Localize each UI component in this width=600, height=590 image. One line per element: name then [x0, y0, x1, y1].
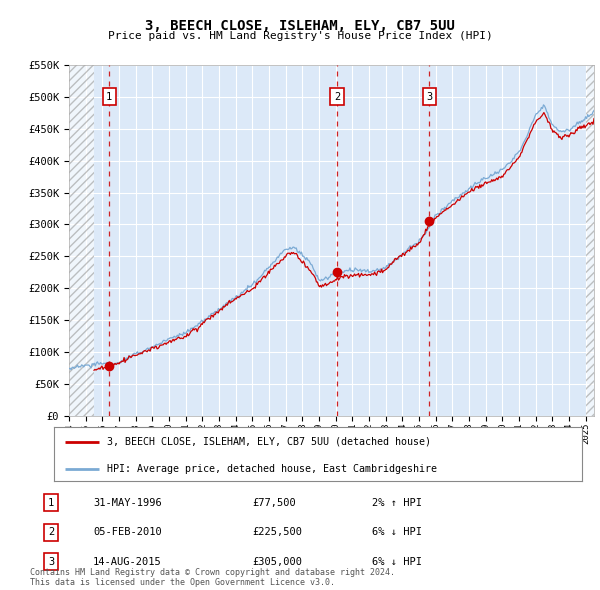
Text: £77,500: £77,500	[252, 498, 296, 507]
Text: 2: 2	[48, 527, 54, 537]
Text: 2: 2	[334, 92, 340, 102]
Text: 31-MAY-1996: 31-MAY-1996	[93, 498, 162, 507]
Text: 3: 3	[426, 92, 433, 102]
Bar	[69, 33, 94, 416]
Bar	[586, 33, 594, 416]
Text: 1: 1	[48, 498, 54, 507]
Text: HPI: Average price, detached house, East Cambridgeshire: HPI: Average price, detached house, East…	[107, 464, 437, 474]
Text: 3, BEECH CLOSE, ISLEHAM, ELY, CB7 5UU: 3, BEECH CLOSE, ISLEHAM, ELY, CB7 5UU	[145, 19, 455, 33]
Text: 6% ↓ HPI: 6% ↓ HPI	[372, 557, 422, 566]
Text: 14-AUG-2015: 14-AUG-2015	[93, 557, 162, 566]
Text: 05-FEB-2010: 05-FEB-2010	[93, 527, 162, 537]
Text: 1: 1	[106, 92, 112, 102]
Text: £225,500: £225,500	[252, 527, 302, 537]
Text: Contains HM Land Registry data © Crown copyright and database right 2024.
This d: Contains HM Land Registry data © Crown c…	[30, 568, 395, 587]
Text: 6% ↓ HPI: 6% ↓ HPI	[372, 527, 422, 537]
Text: £305,000: £305,000	[252, 557, 302, 566]
Text: Price paid vs. HM Land Registry's House Price Index (HPI): Price paid vs. HM Land Registry's House …	[107, 31, 493, 41]
Text: 3: 3	[48, 557, 54, 566]
Text: 3, BEECH CLOSE, ISLEHAM, ELY, CB7 5UU (detached house): 3, BEECH CLOSE, ISLEHAM, ELY, CB7 5UU (d…	[107, 437, 431, 447]
Text: 2% ↑ HPI: 2% ↑ HPI	[372, 498, 422, 507]
